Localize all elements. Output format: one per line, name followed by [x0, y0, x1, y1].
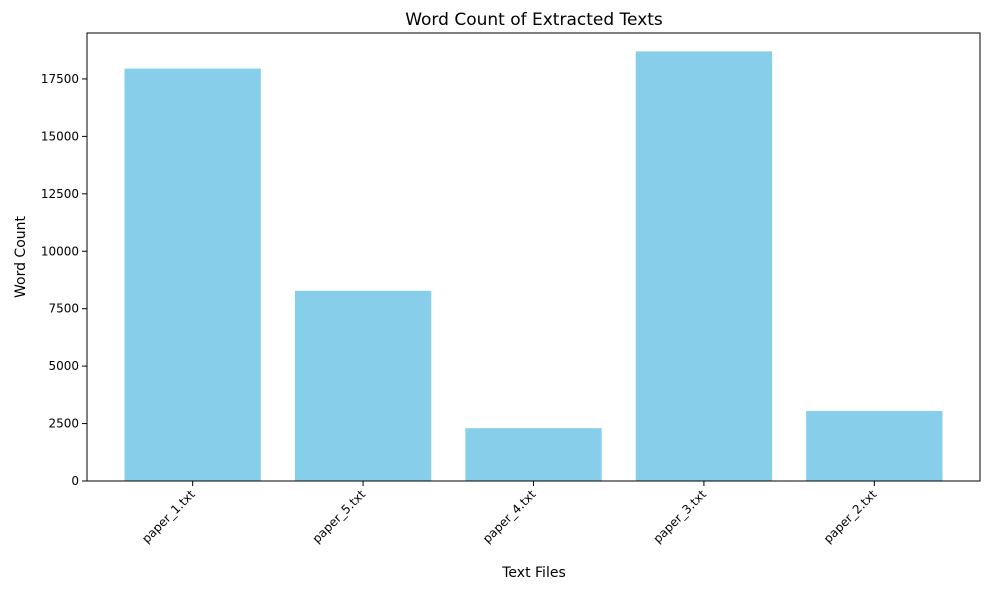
chart-title: Word Count of Extracted Texts: [405, 10, 663, 30]
bar-paper_1.txt: [124, 68, 261, 481]
y-tick-label: 7500: [48, 302, 79, 316]
bar-paper_5.txt: [294, 290, 432, 481]
bar-paper_2.txt: [806, 410, 943, 481]
y-tick-label: 2500: [48, 417, 79, 431]
y-tick-label: 0: [71, 474, 79, 488]
x-tick-label: paper_3.txt: [650, 487, 709, 546]
bars-group: [124, 51, 943, 481]
y-tick-label: 5000: [48, 359, 79, 373]
x-tick-label: paper_4.txt: [480, 487, 539, 546]
bar-paper_3.txt: [635, 51, 773, 481]
y-tick-label: 15000: [41, 129, 79, 143]
y-tick-label: 12500: [41, 187, 79, 201]
bar-paper_4.txt: [465, 428, 602, 481]
y-tick-label: 17500: [41, 72, 79, 86]
x-axis-label: Text Files: [501, 565, 566, 581]
x-tick-label: paper_2.txt: [821, 487, 880, 546]
x-tick-label: paper_5.txt: [310, 487, 369, 546]
y-axis: 0 2500 5000 7500 10000 12500 15000 17500: [41, 72, 87, 488]
y-tick-label: 10000: [41, 244, 79, 258]
x-axis: paper_1.txt paper_5.txt paper_4.txt paper_3…: [139, 481, 880, 546]
y-axis-label: Word Count: [13, 215, 29, 298]
x-tick-label: paper_1.txt: [139, 487, 198, 546]
